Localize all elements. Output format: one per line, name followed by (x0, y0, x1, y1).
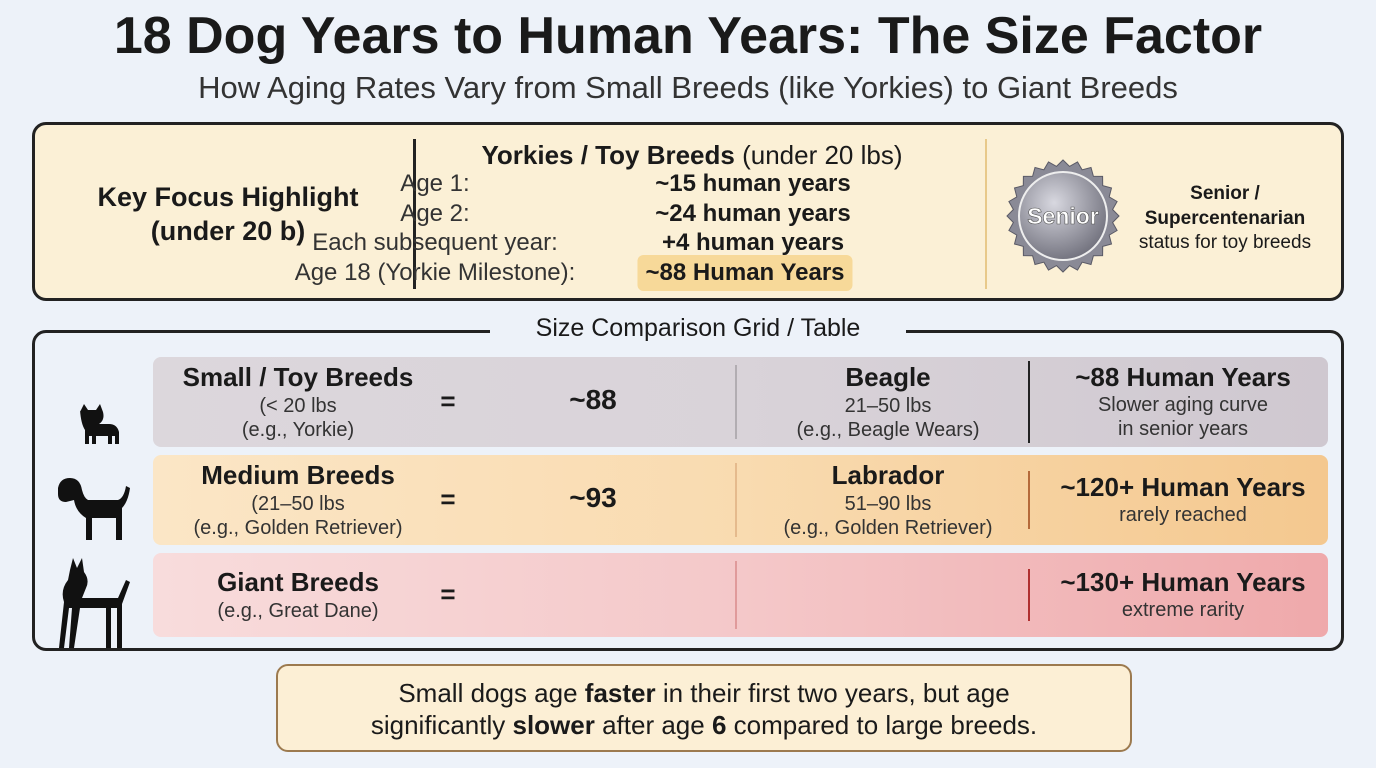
breed-name: Small / Toy Breeds (182, 362, 414, 392)
breed-detail: (21–50 lbs (251, 493, 345, 515)
compare-detail: 51–90 lbs (844, 493, 932, 515)
badge-text: Senior (1027, 203, 1099, 229)
footer-text: after age (594, 710, 712, 740)
caption: Senior / (1190, 183, 1260, 204)
row-separator (1028, 361, 1030, 443)
grid-title: Size Comparison Grid / Table (490, 314, 906, 343)
footer-text: compared to large breeds. (726, 710, 1038, 740)
highlight-label: Key Focus Highlight (97, 182, 359, 212)
breed-name: Medium Breeds (201, 460, 395, 490)
caption: status for toy breeds (1138, 232, 1312, 253)
title: 18 Dog Years to Human Years: The Size Fa… (113, 7, 1263, 65)
divider (413, 139, 416, 289)
result-note: Slower aging curve (1097, 394, 1269, 416)
medium-dog-icon (58, 478, 130, 540)
row-separator (735, 561, 737, 629)
footer-line: Small dogs age faster in their first two… (278, 678, 1130, 709)
human-years: ~130+ Human Years (1060, 567, 1306, 597)
equals: = (440, 484, 456, 514)
age-value: ~15 human years (655, 170, 851, 197)
human-years: ~120+ Human Years (1060, 472, 1306, 502)
dog-icons (58, 404, 130, 648)
human-years: ~88 Human Years (1075, 362, 1291, 392)
compare-detail: (e.g., Beagle Wears) (796, 419, 980, 441)
grid-row: Medium Breeds (21–50 lbs (e.g., Golden Ret… (153, 455, 1328, 545)
bracket (985, 139, 987, 289)
giant-dog-icon (59, 558, 130, 648)
badge-face (1018, 171, 1108, 261)
equals: = (440, 386, 456, 416)
result-note: rarely reached (1119, 504, 1247, 526)
row-separator (1028, 569, 1030, 621)
dog-age: ~93 (569, 482, 617, 513)
footer-text: in their first two years, but age (655, 678, 1010, 708)
footer-note: Small dogs age faster in their first two… (276, 664, 1132, 752)
footer-text: significantly (370, 710, 513, 740)
footer-text: Small dogs age (398, 678, 585, 708)
grid-row: Small / Toy Breeds (< 20 lbs (e.g., Yorkie… (153, 357, 1328, 447)
age-label: Each subsequent year: (312, 229, 558, 256)
row-separator (735, 463, 737, 537)
breed-detail: (e.g., Yorkie) (241, 419, 355, 441)
emphasis: 6 (711, 710, 727, 740)
result-note: extreme rarity (1121, 599, 1245, 621)
small-dog-icon (80, 404, 119, 444)
age-label: Age 2: (400, 199, 470, 227)
heading-note: (under 20 lbs) (742, 140, 903, 170)
caption: Supercentenarian (1144, 208, 1306, 229)
emphasis: slower (512, 710, 595, 740)
senior-badge: Senior (1006, 159, 1120, 273)
breed-detail: (< 20 lbs (259, 395, 337, 417)
breed-detail: (e.g., Golden Retriever) (193, 517, 403, 539)
compare-detail: 21–50 lbs (844, 395, 932, 417)
age-value: +4 human years (661, 229, 845, 256)
footer-line: significantly slower after age 6 compare… (278, 710, 1130, 741)
emphasis: faster (584, 678, 656, 708)
row-separator (1028, 471, 1030, 529)
compare-name: Labrador (831, 460, 945, 490)
compare-name: Beagle (845, 362, 931, 392)
highlight-heading: Yorkies / Toy Breeds (under 20 lbs) (481, 140, 902, 171)
age-label: Age 18 (Yorkie Milestone): (294, 258, 576, 286)
age-value: ~88 Human Years (637, 254, 853, 291)
subtitle: How Aging Rates Vary from Small Breeds (… (198, 70, 1178, 105)
compare-detail: (e.g., Golden Retriever) (783, 517, 993, 539)
breed-name: Giant Breeds (217, 567, 379, 597)
highlight-label: (under 20 b) (150, 216, 306, 246)
dog-age: ~88 (569, 384, 617, 415)
row-separator (735, 365, 737, 439)
equals: = (440, 579, 456, 609)
result-note: in senior years (1117, 418, 1249, 440)
highlight-panel: Key Focus Highlight (under 20 b) Yorkies… (32, 122, 1344, 301)
age-label: Age 1: (400, 170, 470, 197)
breed-detail: (e.g., Great Dane) (217, 600, 379, 622)
age-value: ~24 human years (655, 199, 851, 227)
grid-row: Giant Breeds (e.g., Great Dane) = ~130+ Hum… (153, 553, 1328, 637)
heading: Yorkies / Toy Breeds (481, 140, 735, 170)
